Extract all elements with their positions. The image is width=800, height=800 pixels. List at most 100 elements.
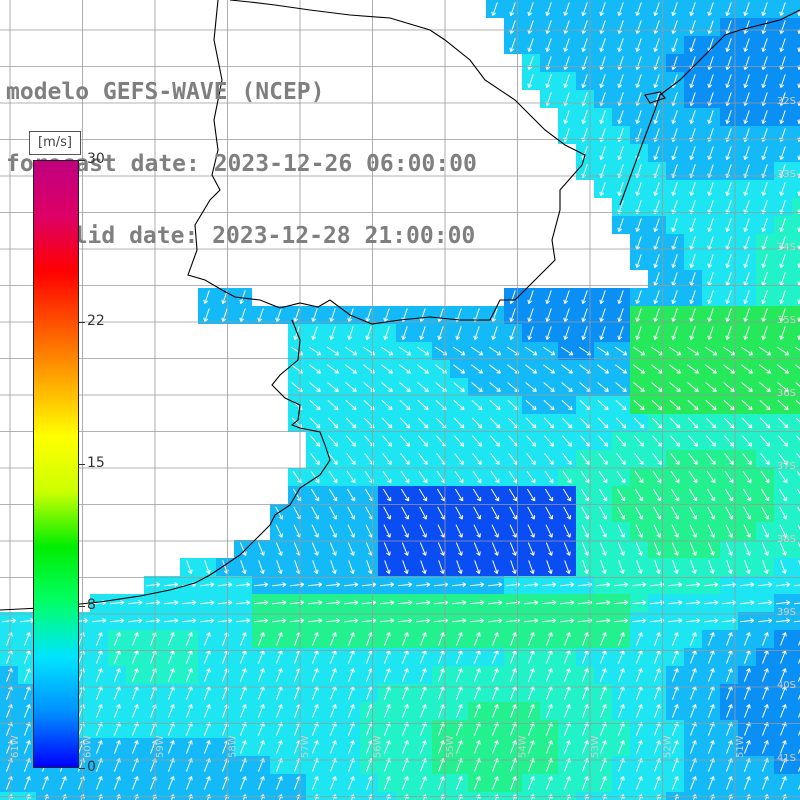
wind-arrow (307, 618, 323, 624)
wind-arrow (706, 453, 716, 465)
wind-arrow (653, 254, 660, 269)
wind-arrow (471, 382, 483, 392)
wind-arrow (311, 506, 320, 520)
wind-arrow (779, 2, 786, 17)
wind-arrow (383, 776, 391, 790)
wind-arrow (545, 740, 553, 754)
wind-arrow (276, 560, 283, 574)
colorbar-label: 30 (87, 151, 105, 167)
wind-arrow (437, 542, 445, 556)
wind-arrow (491, 308, 498, 323)
wind-arrow (616, 435, 627, 447)
wind-arrow (344, 346, 358, 356)
wind-arrow (707, 740, 715, 754)
wind-arrow (562, 470, 572, 484)
wind-arrow (690, 560, 697, 574)
wind-arrow (327, 399, 339, 411)
latitude-label: 39S (777, 607, 796, 618)
wind-arrow (366, 560, 373, 574)
wind-arrow (617, 740, 625, 754)
wind-arrow (329, 308, 336, 323)
wind-arrow (491, 740, 499, 754)
wind-cell (792, 504, 800, 522)
wind-arrow (581, 668, 589, 682)
wind-arrow (541, 582, 557, 588)
wind-arrow (689, 542, 697, 556)
wind-arrow (685, 600, 701, 606)
wind-arrow (707, 632, 715, 646)
wind-cell (792, 558, 800, 576)
wind-arrow (523, 600, 539, 606)
wind-cell (792, 720, 800, 738)
wind-arrow (671, 704, 679, 718)
wind-arrow (401, 542, 409, 556)
wind-cell (792, 18, 800, 36)
wind-arrow (667, 618, 683, 624)
wind-arrow (527, 632, 535, 646)
wind-arrow (775, 600, 791, 606)
wind-arrow (383, 506, 392, 520)
wind-arrow (671, 218, 678, 233)
wind-arrow (689, 506, 698, 520)
wind-arrow (779, 704, 787, 718)
wind-arrow (617, 704, 625, 718)
wind-arrow (761, 110, 768, 125)
wind-arrow (725, 146, 732, 161)
wind-arrow (453, 417, 465, 429)
wind-arrow (275, 704, 283, 718)
wind-arrow (397, 582, 413, 588)
wind-arrow (437, 704, 445, 718)
wind-arrow (311, 740, 319, 754)
wind-arrow (563, 668, 571, 682)
wind-arrow (239, 776, 247, 790)
wind-arrow (275, 776, 283, 790)
wind-arrow (599, 74, 606, 89)
wind-arrow (795, 417, 800, 423)
wind-arrow (599, 92, 606, 107)
wind-arrow (743, 38, 750, 53)
wind-arrow (599, 704, 607, 718)
wind-arrow (688, 453, 698, 465)
wind-arrow (361, 582, 377, 588)
wind-arrow (239, 542, 247, 556)
wind-arrow (527, 668, 535, 682)
wind-arrow (491, 524, 499, 538)
wind-arrow (687, 399, 699, 411)
wind-arrow (525, 364, 538, 374)
wind-arrow (706, 470, 716, 484)
wind-arrow (617, 308, 624, 323)
wind-arrow (632, 346, 646, 356)
wind-arrow (740, 346, 754, 356)
wind-cell (792, 90, 800, 108)
wind-arrow (689, 110, 696, 125)
wind-arrow (347, 506, 356, 520)
wind-arrow (203, 740, 211, 754)
wind-arrow (289, 618, 305, 624)
wind-arrow (415, 600, 431, 606)
wind-arrow (383, 524, 391, 538)
wind-arrow (472, 470, 482, 484)
wind-arrow (725, 668, 733, 682)
wind-arrow (379, 600, 395, 606)
wind-cell (792, 144, 800, 162)
wind-arrow (618, 560, 625, 574)
wind-arrow (653, 38, 660, 53)
wind-arrow (471, 417, 483, 429)
wind-arrow (707, 290, 714, 305)
wind-arrow (635, 74, 642, 89)
latitude-label: 32S (777, 96, 796, 107)
wind-arrow (617, 92, 624, 107)
wind-arrow (559, 582, 575, 588)
wind-arrow (346, 435, 357, 447)
wind-arrow (761, 704, 769, 718)
wind-arrow (723, 417, 735, 429)
wind-cell (792, 396, 800, 414)
wind-arrow (311, 632, 319, 646)
wind-arrow (689, 776, 697, 790)
wind-arrow (635, 632, 643, 646)
wind-arrow (235, 600, 251, 606)
wind-arrow (653, 524, 661, 538)
wind-arrow (743, 326, 750, 341)
wind-arrow (564, 560, 571, 574)
wind-arrow (528, 560, 535, 574)
